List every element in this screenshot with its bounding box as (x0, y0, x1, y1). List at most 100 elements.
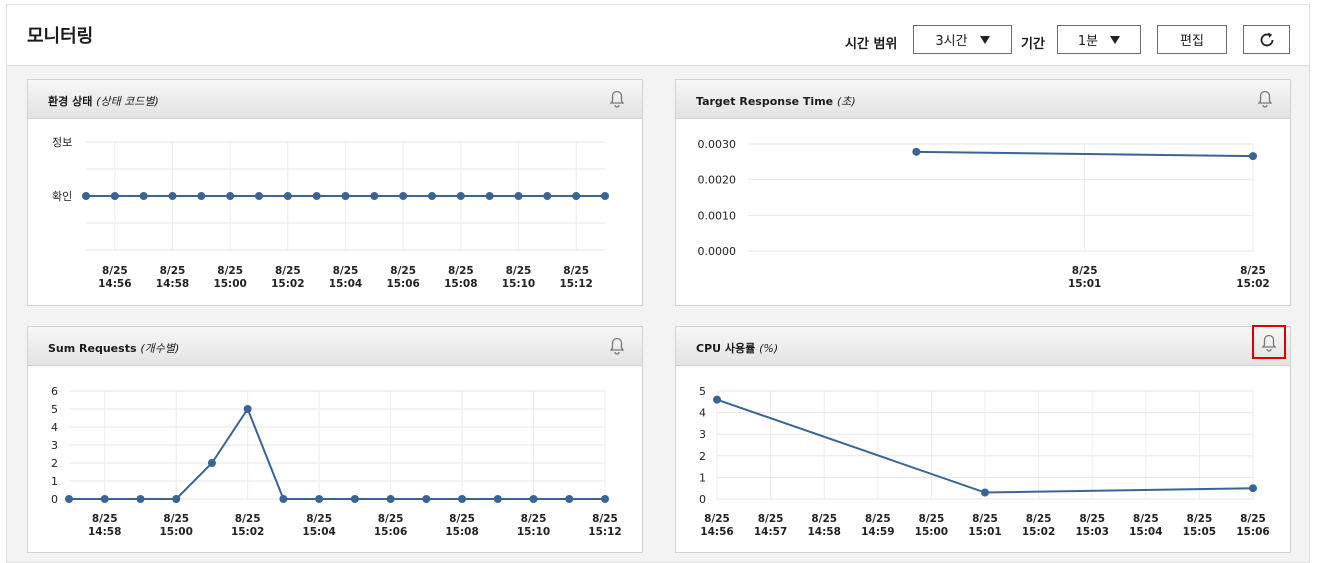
data-point (428, 192, 436, 200)
data-point (981, 488, 989, 497)
x-tick-label: 8/25 15:02 (271, 265, 304, 290)
data-point (65, 495, 73, 503)
x-tick-label: 8/25 15:02 (1022, 513, 1055, 538)
y-tick-label: 2 (699, 450, 706, 463)
data-point (601, 495, 609, 503)
data-point (422, 495, 431, 503)
refresh-button[interactable] (1243, 25, 1290, 54)
panel-title-text: CPU 사용률 (696, 342, 756, 355)
y-tick-label: 1 (51, 475, 58, 488)
data-point (399, 192, 408, 200)
x-tick-label: 8/25 14:58 (156, 265, 189, 290)
monitoring-page: 모니터링 시간 범위 3시간 기간 1분 편집 환경 상태 (상태 코드별) (6, 4, 1310, 563)
time-range-label: 시간 범위 (845, 37, 898, 52)
data-point (100, 495, 109, 503)
sum-requests-chart: 6 5 4 3 2 1 0 8/25 14:58 8/25 15:00 8/25 15:02 8/25 15… (51, 385, 622, 538)
panel-title-text: 환경 상태 (48, 95, 93, 108)
panel-header: 환경 상태 (상태 코드별) (28, 80, 642, 119)
data-point (529, 495, 538, 503)
alarm-button[interactable] (606, 87, 628, 109)
data-point (543, 192, 552, 200)
series-line (69, 406, 605, 500)
data-point (139, 192, 148, 200)
y-tick-label: 3 (699, 428, 706, 441)
data-point (458, 495, 467, 503)
panel-title-text: Sum Requests (48, 342, 137, 355)
data-point (1249, 152, 1257, 161)
x-tick-label: 8/25 15:04 (1129, 513, 1162, 538)
period-dropdown[interactable]: 1분 (1057, 25, 1141, 54)
x-tick-label: 8/25 14:56 (98, 265, 131, 290)
x-tick-label: 8/25 15:03 (1075, 513, 1108, 538)
x-tick-label: 8/25 15:00 (159, 513, 192, 538)
data-point (283, 192, 292, 200)
y-tick-label: 2 (51, 457, 58, 470)
y-tick-label: 4 (51, 421, 58, 434)
y-tick-label: 6 (51, 385, 58, 398)
data-point (243, 405, 252, 413)
alarm-button-highlighted[interactable] (1252, 325, 1286, 359)
x-tick-label: 8/25 15:10 (502, 265, 535, 290)
bell-icon (1257, 90, 1273, 108)
data-point (1249, 484, 1257, 493)
panel-title-unit: (상태 코드별) (96, 95, 159, 108)
panel-cpu-utilization: CPU 사용률 (%) 5 4 3 2 1 0 8/25 14:56 8/25 14:57 8/25… (675, 325, 1291, 553)
y-tick-label: 0.0030 (698, 138, 737, 151)
period-value: 1분 (1077, 34, 1099, 49)
period-label: 기간 (1021, 37, 1045, 52)
x-tick-label: 8/25 14:57 (754, 513, 787, 538)
x-tick-label: 8/25 15:02 (231, 513, 264, 538)
data-point (207, 459, 216, 467)
panel-title: CPU 사용률 (%) (696, 340, 778, 356)
x-tick-label: 8/25 15:08 (445, 513, 478, 538)
panel-title: Sum Requests (개수별) (48, 340, 179, 356)
dropdown-arrow-icon (1110, 35, 1121, 44)
edit-button[interactable]: 편집 (1157, 25, 1227, 54)
y-tick-label: 5 (699, 385, 706, 398)
panel-title-text: Target Response Time (696, 95, 834, 108)
alarm-button[interactable] (1254, 87, 1276, 109)
refresh-icon (1260, 32, 1273, 46)
data-point (136, 495, 145, 503)
data-point (572, 192, 581, 200)
data-point (255, 192, 263, 200)
panel-title: 환경 상태 (상태 코드별) (48, 93, 159, 109)
panel-title-unit: (개수별) (140, 342, 180, 355)
dropdown-arrow-icon (979, 35, 990, 44)
x-tick-label: 8/25 15:04 (329, 265, 362, 290)
time-range-dropdown[interactable]: 3시간 (913, 25, 1012, 54)
y-tick-label: 1 (699, 471, 706, 484)
y-tick-label: 확인 (52, 190, 72, 203)
data-point (370, 192, 379, 200)
x-tick-label: 8/25 14:58 (88, 513, 121, 538)
data-point (350, 495, 359, 503)
x-tick-label: 8/25 15:00 (915, 513, 948, 538)
data-point (713, 395, 721, 404)
panel-header: CPU 사용률 (%) (676, 325, 1290, 366)
data-point (565, 495, 574, 503)
x-tick-label: 8/25 15:06 (386, 265, 419, 290)
panel-target-response-time: Target Response Time (초) 0.0030 0.0020 0.0… (675, 79, 1291, 306)
y-tick-label: 0.0020 (698, 174, 737, 187)
data-point (493, 495, 502, 503)
page-title: 모니터링 (27, 26, 94, 47)
panel-header: Target Response Time (초) (676, 80, 1290, 119)
y-tick-label: 0.0000 (698, 245, 737, 258)
data-point (386, 495, 395, 503)
x-tick-label: 8/25 15:06 (374, 513, 407, 538)
data-point (456, 192, 465, 200)
y-tick-label: 0 (699, 493, 706, 506)
target-response-time-chart: 0.0030 0.0020 0.0010 0.0000 8/25 15:01 8/25 15:… (698, 138, 1270, 290)
x-tick-label: 8/25 14:59 (861, 513, 894, 538)
x-tick-label: 8/25 14:56 (700, 513, 733, 538)
data-point (514, 192, 523, 200)
panel-title-unit: (%) (759, 342, 779, 355)
data-point (279, 495, 288, 503)
data-point (315, 495, 324, 503)
data-point (172, 495, 181, 503)
alarm-button[interactable] (606, 334, 628, 356)
cpu-utilization-chart: 5 4 3 2 1 0 8/25 14:56 8/25 14:57 8/25 14:58 8/25 14:… (699, 385, 1270, 538)
data-point (601, 192, 609, 200)
bell-icon (609, 90, 625, 108)
header-bar: 모니터링 시간 범위 3시간 기간 1분 편집 (7, 5, 1309, 66)
